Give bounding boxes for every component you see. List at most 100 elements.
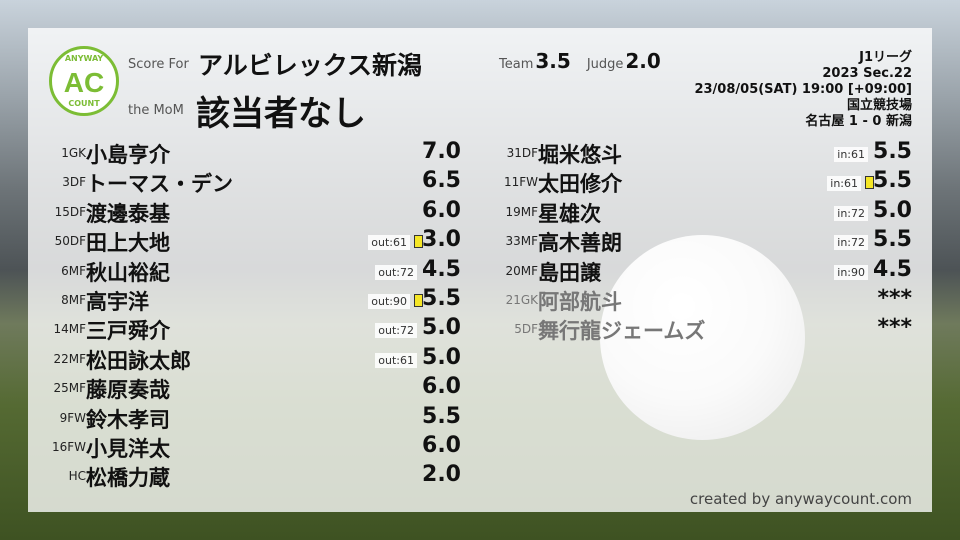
player-name: トーマス・デン: [86, 172, 233, 197]
player-number-position: 19MF: [505, 204, 538, 219]
team-name: アルビレックス新潟: [198, 51, 423, 80]
player-number-position: 3DF: [62, 175, 86, 190]
player-row: 25MF 藤原奏哉 6.0: [30, 373, 461, 402]
player-name: 島田譲: [538, 260, 601, 285]
substitution-tag: in:72: [834, 205, 868, 221]
player-number-position: 20MF: [505, 263, 538, 278]
anywaycount-logo: ANYWAY AC COUNT: [49, 46, 119, 116]
player-score: 5.5: [873, 168, 912, 194]
player-score: 5.0: [422, 315, 461, 341]
logo-text-top: ANYWAY: [64, 54, 104, 63]
substitution-tag: out:90: [368, 294, 410, 309]
player-number-position: 16FW: [51, 440, 86, 454]
match-result: 名古屋 1 - 0 新潟: [805, 114, 912, 129]
player-number-position: 1GK: [61, 146, 86, 160]
venue: 国立競技場: [846, 98, 912, 113]
score-for-label: Score For: [128, 57, 189, 72]
player-name: 藤原奏哉: [86, 378, 170, 403]
player-row: 11FW 太田修介 5.5 in:61: [482, 167, 912, 196]
judge-score-label: Judge: [586, 57, 624, 72]
player-number-position: 5DF: [514, 322, 538, 337]
rating-panel: [28, 28, 932, 512]
substitution-tag: in:61: [827, 176, 861, 192]
player-row: 1GK 小島亨介 7.0: [30, 138, 461, 167]
match-info: J1リーグ 2023 Sec.22 23/08/05(SAT) 19:00 [+…: [694, 50, 912, 130]
player-row: 20MF 島田譲 4.5 in:90: [482, 256, 912, 285]
player-score: 5.0: [422, 344, 461, 370]
player-row: 31DF 堀米悠斗 5.5 in:61: [482, 138, 912, 167]
player-number-position: 50DF: [54, 234, 86, 249]
player-name: 松田詠太郎: [86, 348, 191, 373]
player-number-position: 11FW: [503, 175, 538, 190]
player-score: ***: [877, 315, 912, 341]
player-name: 星雄次: [538, 201, 601, 226]
player-score: 3.0: [422, 227, 461, 253]
league: J1リーグ: [859, 50, 912, 65]
player-row: 16FW 小見洋太 6.0: [30, 432, 461, 461]
player-name: 高木善朗: [538, 231, 622, 256]
judge-score: 2.0: [625, 49, 661, 73]
player-row: HC 松橋力蔵 2.0: [30, 461, 461, 490]
credit: created by anywaycount.com: [689, 490, 912, 508]
player-score: 5.5: [422, 403, 461, 429]
player-row: 14MF 三戸舜介 5.0 out:72: [30, 314, 461, 343]
player-score: ***: [877, 286, 912, 311]
logo-text-bottom: COUNT: [68, 99, 100, 108]
mom-value: 該当者なし: [196, 94, 366, 134]
player-score: 6.0: [422, 197, 461, 223]
player-number-position: 9FW: [59, 410, 86, 425]
player-name: 堀米悠斗: [538, 143, 622, 167]
player-score: 2.0: [422, 462, 461, 488]
player-number-position: HC: [68, 469, 86, 484]
player-number-position: 8MF: [61, 293, 86, 307]
substitution-tag: out:72: [375, 323, 417, 339]
player-number-position: 25MF: [53, 381, 86, 396]
player-number-position: 15DF: [54, 204, 86, 219]
player-name: 鈴木孝司: [86, 407, 170, 432]
substitution-tag: out:72: [375, 264, 417, 280]
player-row: 22MF 松田詠太郎 5.0 out:61: [30, 344, 461, 373]
player-name: 太田修介: [538, 172, 622, 197]
player-name: 渡邊泰基: [86, 201, 170, 226]
team-score: 3.5: [535, 49, 571, 73]
substitution-tag: out:61: [375, 352, 417, 368]
mom-label: the MoM: [128, 103, 184, 118]
substitution-tag: in:61: [834, 147, 868, 162]
player-score: 7.0: [422, 139, 461, 164]
player-name: 松橋力蔵: [86, 466, 170, 491]
player-name: 舞行龍ジェームズ: [538, 319, 706, 344]
player-row: 8MF 高宇洋 5.5 out:90: [30, 285, 461, 314]
player-number-position: 31DF: [506, 146, 538, 160]
player-row: 15DF 渡邊泰基 6.0: [30, 197, 461, 226]
player-row: 5DF 舞行龍ジェームズ ***: [482, 314, 912, 343]
yellow-card-icon: [414, 294, 423, 307]
player-name: 秋山裕紀: [86, 260, 170, 285]
player-score: 4.5: [422, 256, 461, 282]
player-name: 三戸舜介: [86, 319, 170, 344]
match-datetime: 23/08/05(SAT) 19:00 [+09:00]: [694, 82, 912, 97]
player-number-position: 22MF: [53, 351, 86, 366]
player-score: 6.5: [422, 168, 461, 194]
player-row: 6MF 秋山裕紀 4.5 out:72: [30, 256, 461, 285]
logo-text-main: AC: [63, 67, 105, 98]
player-score: 5.5: [873, 139, 912, 164]
player-score: 6.0: [422, 433, 461, 458]
yellow-card-icon: [865, 176, 874, 190]
player-number-position: 21GK: [505, 293, 538, 307]
player-row: 9FW 鈴木孝司 5.5: [30, 403, 461, 432]
player-number-position: 14MF: [53, 322, 86, 337]
player-score: 6.0: [422, 374, 461, 400]
player-score: 5.0: [873, 197, 912, 223]
yellow-card-icon: [414, 235, 423, 249]
player-name: 田上大地: [86, 231, 170, 256]
player-name: 高宇洋: [86, 290, 149, 314]
section: 2023 Sec.22: [822, 66, 912, 81]
player-row: 21GK 阿部航斗 ***: [482, 285, 912, 314]
player-name: 阿部航斗: [538, 290, 622, 314]
player-row: 3DF トーマス・デン 6.5: [30, 167, 461, 196]
player-row: 19MF 星雄次 5.0 in:72: [482, 197, 912, 226]
player-score: 5.5: [873, 227, 912, 253]
player-score: 5.5: [422, 286, 461, 311]
player-score: 4.5: [873, 256, 912, 282]
player-row: 33MF 高木善朗 5.5 in:72: [482, 226, 912, 255]
